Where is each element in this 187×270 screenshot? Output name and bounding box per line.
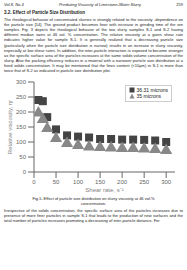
svg-text:100: 100 bbox=[16, 139, 27, 145]
svg-text:300: 300 bbox=[161, 179, 172, 185]
svg-text:100: 100 bbox=[73, 179, 84, 185]
svg-text:0: 0 bbox=[32, 179, 36, 185]
svg-text:Relative viscosity, ηr: Relative viscosity, ηr bbox=[8, 100, 13, 154]
svg-text:250: 250 bbox=[139, 179, 150, 185]
html-text:Vol.8, No.3: Vol.8, No.3 bbox=[4, 2, 24, 7]
svg-text:150: 150 bbox=[16, 124, 27, 130]
svg-text:250: 250 bbox=[16, 94, 27, 100]
html-text:35 microns: 35 microns bbox=[136, 93, 161, 100]
svg-text:200: 200 bbox=[16, 109, 27, 115]
svg-text:0: 0 bbox=[23, 169, 27, 175]
html-text:259: 259 bbox=[176, 2, 183, 7]
svg-text:150: 150 bbox=[95, 179, 106, 185]
svg-text:300: 300 bbox=[16, 79, 27, 85]
svg-text:200: 200 bbox=[117, 179, 128, 185]
svg-text:50: 50 bbox=[53, 179, 60, 185]
html-text:The rheological behavior of co: The rheological behavior of concentrated… bbox=[4, 16, 183, 74]
html-text:36.31 microns: 36.31 microns bbox=[136, 86, 168, 93]
svg-text:50: 50 bbox=[19, 154, 26, 160]
svg-text:Shear rate, s⁻¹: Shear rate, s⁻¹ bbox=[85, 187, 123, 193]
html-text:3.2. Effect of Particle Size D: 3.2. Effect of Particle Size Distributio… bbox=[4, 9, 85, 15]
html-text:Fig.5. Effect of particle size: Fig.5. Effect of particle size distribut… bbox=[32, 195, 155, 206]
html-text:Predicting Viscosity of Limest: Predicting Viscosity of Limestone-Water … bbox=[58, 2, 141, 7]
html-text:Irrespective of the solids con: Irrespective of the solids concentration… bbox=[4, 208, 183, 224]
